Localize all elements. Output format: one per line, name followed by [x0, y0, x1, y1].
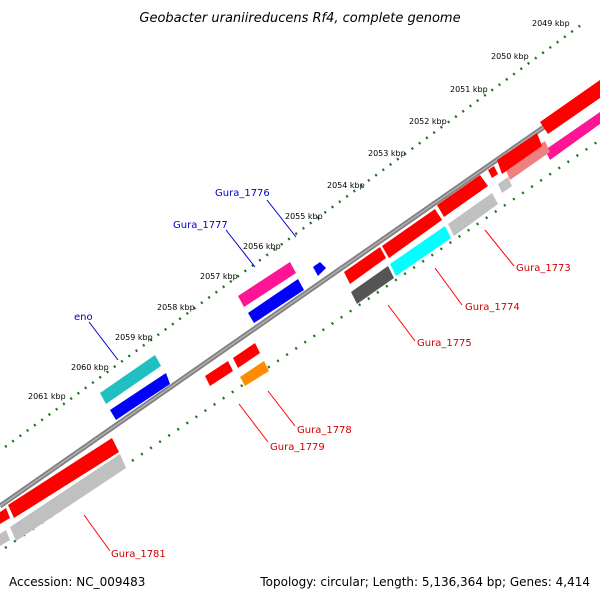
accession-label: Accession: NC_009483 — [9, 575, 145, 589]
tick-label: 2060 kbp — [71, 363, 109, 372]
tick-label: 2057 kbp — [200, 272, 238, 281]
feature-cyan[interactable] — [390, 226, 451, 276]
tick-label: 2050 kbp — [491, 52, 529, 61]
feature-teal[interactable] — [100, 355, 161, 404]
tick-label: 2054 kbp — [327, 181, 365, 190]
feature-red[interactable] — [497, 133, 542, 174]
feature-red[interactable] — [540, 80, 600, 134]
leader-gura-1777 — [225, 229, 256, 268]
genome-summary-label: Topology: circular; Length: 5,136,364 bp… — [259, 575, 590, 589]
gene-label-gura-1781[interactable]: Gura_1781 — [111, 549, 166, 560]
feature-gray[interactable] — [448, 193, 498, 236]
tick-label: 2059 kbp — [115, 333, 153, 342]
feature-red[interactable] — [0, 508, 10, 524]
feature-dark-gray[interactable] — [351, 266, 394, 304]
feature-red[interactable] — [382, 209, 442, 258]
outer-scale-line — [4, 20, 586, 449]
tick-label: 2053 kbp — [368, 149, 406, 158]
feature-red[interactable] — [344, 247, 386, 284]
leader-gura-1776 — [266, 199, 297, 238]
tick-label: 2061 kbp — [28, 392, 66, 401]
leader-gura-1778 — [267, 390, 296, 427]
gene-label-gura-1777[interactable]: Gura_1777 — [173, 220, 228, 231]
tick-label: 2049 kbp — [532, 19, 570, 28]
outer-scale — [4, 20, 586, 449]
gene-label-gura-1779[interactable]: Gura_1779 — [270, 442, 325, 453]
feature-pink[interactable] — [505, 141, 550, 180]
feature-gray[interactable] — [0, 530, 10, 546]
feature-gray[interactable] — [498, 177, 512, 193]
leader-eno — [88, 321, 119, 361]
feature-red[interactable] — [233, 343, 260, 368]
tick-labels: 2049 kbp 2050 kbp 2051 kbp 2052 kbp 2053… — [28, 19, 570, 401]
gene-labels: Gura_1773 Gura_1774 Gura_1775 Gura_1778 … — [74, 188, 571, 560]
backbone-line-inner — [0, 87, 600, 507]
leader-lines — [83, 199, 515, 552]
leader-gura-1781 — [83, 514, 111, 552]
feature-blue[interactable] — [313, 262, 326, 276]
feature-magenta[interactable] — [238, 262, 296, 307]
gene-label-eno[interactable]: eno — [74, 312, 93, 323]
feature-orange[interactable] — [240, 361, 269, 386]
tick-label: 2051 kbp — [450, 85, 488, 94]
leader-gura-1774 — [434, 267, 463, 306]
gene-label-gura-1774[interactable]: Gura_1774 — [465, 302, 520, 313]
tick-label: 2055 kbp — [285, 212, 323, 221]
feature-red[interactable] — [488, 166, 498, 178]
tick-label: 2058 kbp — [157, 303, 195, 312]
feature-red[interactable] — [437, 175, 488, 217]
gene-label-gura-1773[interactable]: Gura_1773 — [516, 263, 571, 274]
feature-blue[interactable] — [248, 279, 304, 323]
leader-gura-1775 — [387, 304, 416, 342]
gene-label-gura-1776[interactable]: Gura_1776 — [215, 188, 270, 199]
gene-label-gura-1778[interactable]: Gura_1778 — [297, 425, 352, 436]
features — [0, 80, 600, 546]
tick-label: 2056 kbp — [243, 242, 281, 251]
leader-gura-1779 — [238, 403, 269, 443]
feature-red[interactable] — [8, 438, 119, 518]
leader-gura-1773 — [484, 229, 515, 267]
feature-red[interactable] — [205, 361, 233, 386]
tick-label: 2052 kbp — [409, 117, 447, 126]
feature-blue[interactable] — [110, 373, 170, 420]
backbone — [0, 85, 600, 509]
feature-gray[interactable] — [10, 454, 126, 541]
gene-label-gura-1775[interactable]: Gura_1775 — [417, 338, 472, 349]
map-title: Geobacter uraniireducens Rf4, complete g… — [139, 11, 460, 26]
feature-magenta[interactable] — [545, 112, 600, 160]
